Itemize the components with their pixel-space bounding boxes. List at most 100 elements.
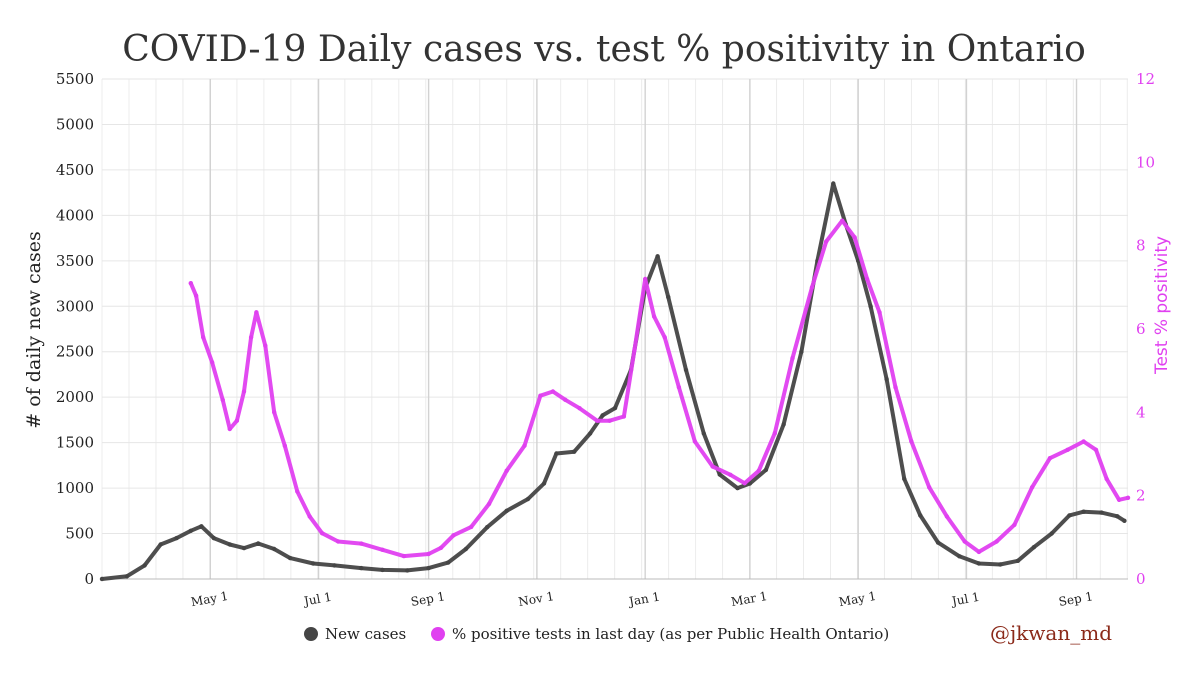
new-cases-point (211, 535, 216, 541)
positivity-point (201, 335, 206, 340)
y-tick-label: 5000 (56, 115, 94, 133)
y2-axis-ticks: 0 2 4 6 8 10 12 (1136, 70, 1155, 588)
new-cases-point (957, 554, 962, 559)
positivity-point (864, 276, 870, 282)
legend-marker-new-cases (304, 627, 318, 641)
positivity-point (504, 468, 509, 473)
new-cases-point (332, 563, 337, 568)
legend-marker-positivity (431, 627, 445, 641)
positivity-point (676, 385, 682, 390)
positivity-point (852, 235, 857, 240)
positivity-point (1104, 476, 1109, 482)
positivity-point (824, 239, 829, 244)
y-tick-label: 4000 (56, 206, 94, 224)
positivity-point (643, 276, 648, 282)
positivity-point (621, 414, 627, 419)
legend-label-new-cases: New cases (325, 625, 406, 643)
new-cases-point (735, 485, 740, 491)
positivity-point (756, 468, 761, 473)
positivity-point (944, 514, 950, 519)
positivity-point (227, 426, 232, 432)
new-cases-point (918, 513, 923, 518)
y2-tick-label: 4 (1136, 403, 1146, 421)
positivity-point (380, 547, 385, 552)
new-cases-series (99, 181, 1127, 582)
positivity-point (188, 281, 193, 286)
new-cases-point (1122, 518, 1127, 523)
positivity-point (307, 514, 312, 519)
positivity-point (877, 310, 882, 315)
positivity-point (772, 431, 777, 436)
x-tick-label: Jan 1 (626, 589, 661, 609)
new-cases-point (1015, 558, 1021, 563)
positivity-point (662, 335, 667, 340)
x-tick-label: Sep 1 (410, 589, 446, 609)
positivity-point (1081, 439, 1086, 444)
new-cases-point (655, 254, 660, 259)
y2-tick-label: 12 (1136, 70, 1155, 88)
new-cases-point (747, 481, 753, 486)
positivity-point (295, 489, 300, 494)
new-cases-point (998, 562, 1003, 567)
positivity-point (426, 551, 431, 557)
new-cases-point (1067, 513, 1072, 518)
new-cases-point (683, 367, 689, 373)
positivity-point (538, 393, 543, 398)
y-tick-label: 3000 (56, 297, 94, 315)
positivity-point (522, 443, 527, 448)
positivity-point (254, 310, 259, 315)
positivity-point (319, 531, 325, 536)
new-cases-point (288, 555, 293, 561)
x-tick-label: Jul 1 (301, 590, 333, 609)
y-tick-label: 500 (65, 525, 94, 543)
new-cases-point (781, 422, 786, 427)
positivity-point (728, 472, 733, 477)
new-cases-point (174, 535, 179, 541)
new-cases-point (158, 542, 163, 547)
positivity-point (893, 385, 898, 390)
new-cases-point (311, 561, 316, 566)
positivity-point (486, 501, 492, 507)
new-cases-point (426, 565, 431, 571)
positivity-point (595, 418, 600, 423)
new-cases-line (100, 181, 1127, 581)
author-credit: @jkwan_md (990, 621, 1112, 645)
positivity-point (220, 397, 225, 402)
grid (101, 78, 1128, 580)
new-cases-point (1115, 514, 1120, 519)
y-tick-label: 3500 (56, 252, 94, 270)
y-tick-label: 2000 (56, 388, 94, 406)
x-tick-label: Mar 1 (730, 589, 769, 609)
positivity-point (263, 343, 268, 348)
positivity-point (209, 360, 215, 365)
positivity-point (359, 541, 364, 546)
positivity-point (742, 481, 747, 486)
positivity-point (607, 418, 612, 423)
new-cases-point (572, 449, 577, 454)
positivity-point (692, 439, 698, 444)
positivity-point (193, 293, 199, 298)
new-cases-point (142, 563, 147, 568)
new-cases-point (1049, 531, 1054, 536)
positivity-point (994, 539, 999, 544)
new-cases-point (902, 476, 907, 482)
positivity-point (335, 539, 341, 544)
y-tick-label: 2500 (56, 343, 94, 361)
y-tick-label: 1500 (56, 434, 94, 452)
new-cases-point (831, 181, 836, 186)
new-cases-point (976, 561, 982, 566)
positivity-point (451, 533, 456, 538)
chart-title: COVID-19 Daily cases vs. test % positivi… (122, 29, 1086, 70)
positivity-point (1012, 522, 1017, 527)
positivity-point (710, 464, 715, 469)
positivity-point (840, 218, 845, 223)
x-tick-label: May 1 (190, 589, 230, 609)
positivity-point (550, 389, 556, 394)
new-cases-point (241, 545, 247, 551)
positivity-point (976, 549, 982, 555)
positivity-point (272, 410, 277, 415)
new-cases-point (868, 304, 873, 309)
legend: New cases % positive tests in last day (… (304, 625, 889, 643)
positivity-line (188, 218, 1130, 559)
plot-area (99, 181, 1131, 582)
